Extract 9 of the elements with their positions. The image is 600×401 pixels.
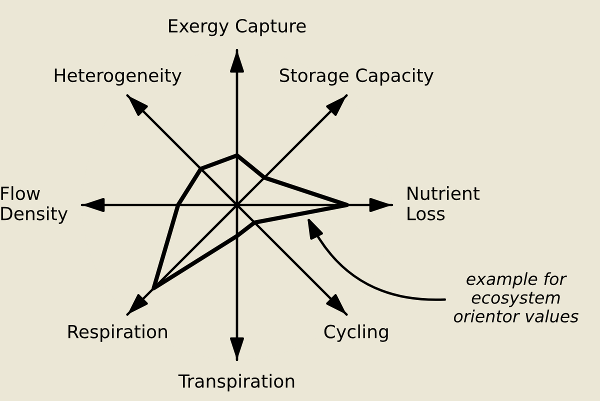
- spoke-label: Flow Density: [1, 186, 68, 224]
- spoke-label: Respiration: [68, 324, 167, 342]
- spoke-label: Exergy Capture: [169, 18, 306, 36]
- spoke-label: Cycling: [324, 324, 388, 342]
- spoke-label: Storage Capacity: [280, 68, 434, 86]
- spoke-label: Transpiration: [178, 374, 294, 392]
- text: example for ecosystem orientor values: [454, 272, 578, 322]
- spoke-label: Nutrient Loss: [408, 186, 480, 220]
- spoke-label: Heterogeneity: [54, 68, 182, 86]
